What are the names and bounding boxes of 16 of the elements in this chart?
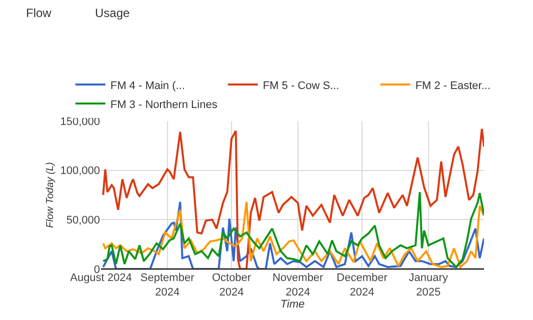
legend-label: FM 2 - Easter... bbox=[415, 80, 491, 92]
legend-label: FM 5 - Cow S... bbox=[262, 80, 340, 92]
x-tick-label: December 2024 bbox=[336, 272, 388, 298]
y-axis-title: Flow Today (L) bbox=[45, 162, 56, 228]
x-tick-label: November 2024 bbox=[272, 272, 324, 298]
x-axis-title: Time bbox=[280, 298, 305, 310]
y-tick-label: 50,000 bbox=[66, 214, 100, 227]
text: Flow bbox=[26, 6, 52, 20]
text: Usage bbox=[95, 6, 130, 20]
x-tick-label: October 2024 bbox=[212, 272, 252, 298]
x-tick-label: September 2024 bbox=[140, 272, 195, 298]
line-series bbox=[102, 128, 484, 269]
y-tick-label: 100,000 bbox=[60, 165, 100, 178]
legend-label: FM 3 - Northern Lines bbox=[110, 98, 218, 111]
legend-label: FM 4 - Main (... bbox=[110, 80, 185, 92]
x-tick-label: January 2025 bbox=[408, 272, 448, 298]
